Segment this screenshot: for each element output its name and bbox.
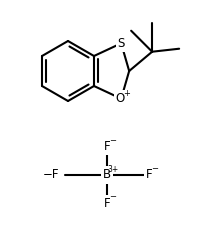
Text: F: F: [104, 140, 110, 154]
Text: B: B: [103, 168, 111, 182]
Text: +: +: [123, 89, 130, 98]
Text: −F: −F: [43, 168, 59, 182]
Text: F: F: [146, 168, 152, 182]
Text: F: F: [104, 197, 110, 209]
Text: −: −: [109, 137, 117, 146]
Text: −: −: [109, 192, 117, 201]
Text: S: S: [117, 37, 125, 50]
Text: O: O: [115, 92, 125, 105]
Text: −: −: [152, 165, 158, 174]
Text: 3+: 3+: [107, 165, 119, 174]
